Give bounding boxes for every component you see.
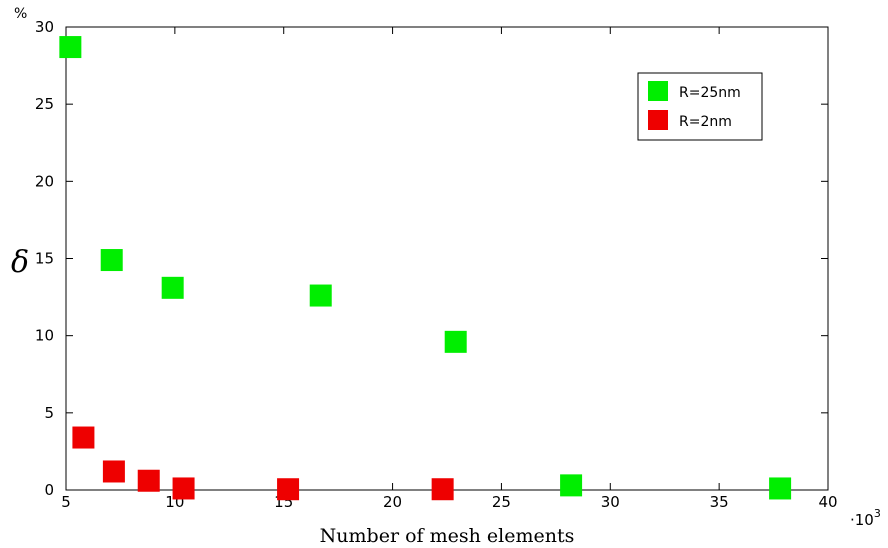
data-point-series-0-2: [161, 276, 184, 299]
x-axis-label: Number of mesh elements: [320, 525, 575, 547]
x-tick-label: 25: [492, 493, 511, 511]
data-point-series-1-2: [137, 469, 160, 492]
data-point-series-1-5: [431, 478, 454, 501]
legend: R=25nm R=2nm: [637, 72, 763, 141]
y-tick-label: 5: [44, 404, 54, 422]
y-tick-label: 10: [35, 327, 54, 345]
y-axis-label: δ: [11, 245, 29, 280]
data-point-series-0-3: [309, 284, 332, 307]
data-point-series-0-5: [560, 474, 583, 497]
x-tick-label: 30: [601, 493, 620, 511]
data-point-series-1-4: [277, 478, 300, 501]
x-tick-label: 35: [710, 493, 729, 511]
data-point-series-1-0: [72, 426, 95, 449]
y-axis-unit: %: [14, 6, 27, 22]
x-tick-label: 40: [818, 493, 837, 511]
data-point-series-1-1: [102, 460, 125, 483]
x-tick-label: 20: [383, 493, 402, 511]
data-point-series-0-1: [100, 249, 123, 272]
axis-ticks: [65, 26, 829, 491]
x-axis-multiplier-base: ·10: [850, 511, 874, 529]
x-tick-label: 5: [61, 493, 71, 511]
legend-label-r25: R=25nm: [679, 85, 741, 101]
data-point-series-0-0: [59, 36, 82, 59]
data-points: [59, 36, 792, 501]
y-tick-label: 0: [44, 481, 54, 499]
y-tick-label: 15: [35, 250, 54, 268]
legend-swatch-r2: [648, 110, 668, 130]
legend-label-r2: R=2nm: [679, 114, 732, 130]
data-point-series-0-6: [769, 477, 792, 500]
x-axis-multiplier: ·103: [850, 507, 881, 529]
y-tick-label: 30: [35, 18, 54, 36]
x-axis-multiplier-exponent: 3: [874, 507, 881, 520]
data-point-series-1-3: [172, 477, 195, 500]
legend-swatch-r25: [648, 81, 668, 101]
data-point-series-0-4: [444, 330, 467, 353]
y-tick-label: 20: [35, 172, 54, 190]
y-tick-label: 25: [35, 95, 54, 113]
